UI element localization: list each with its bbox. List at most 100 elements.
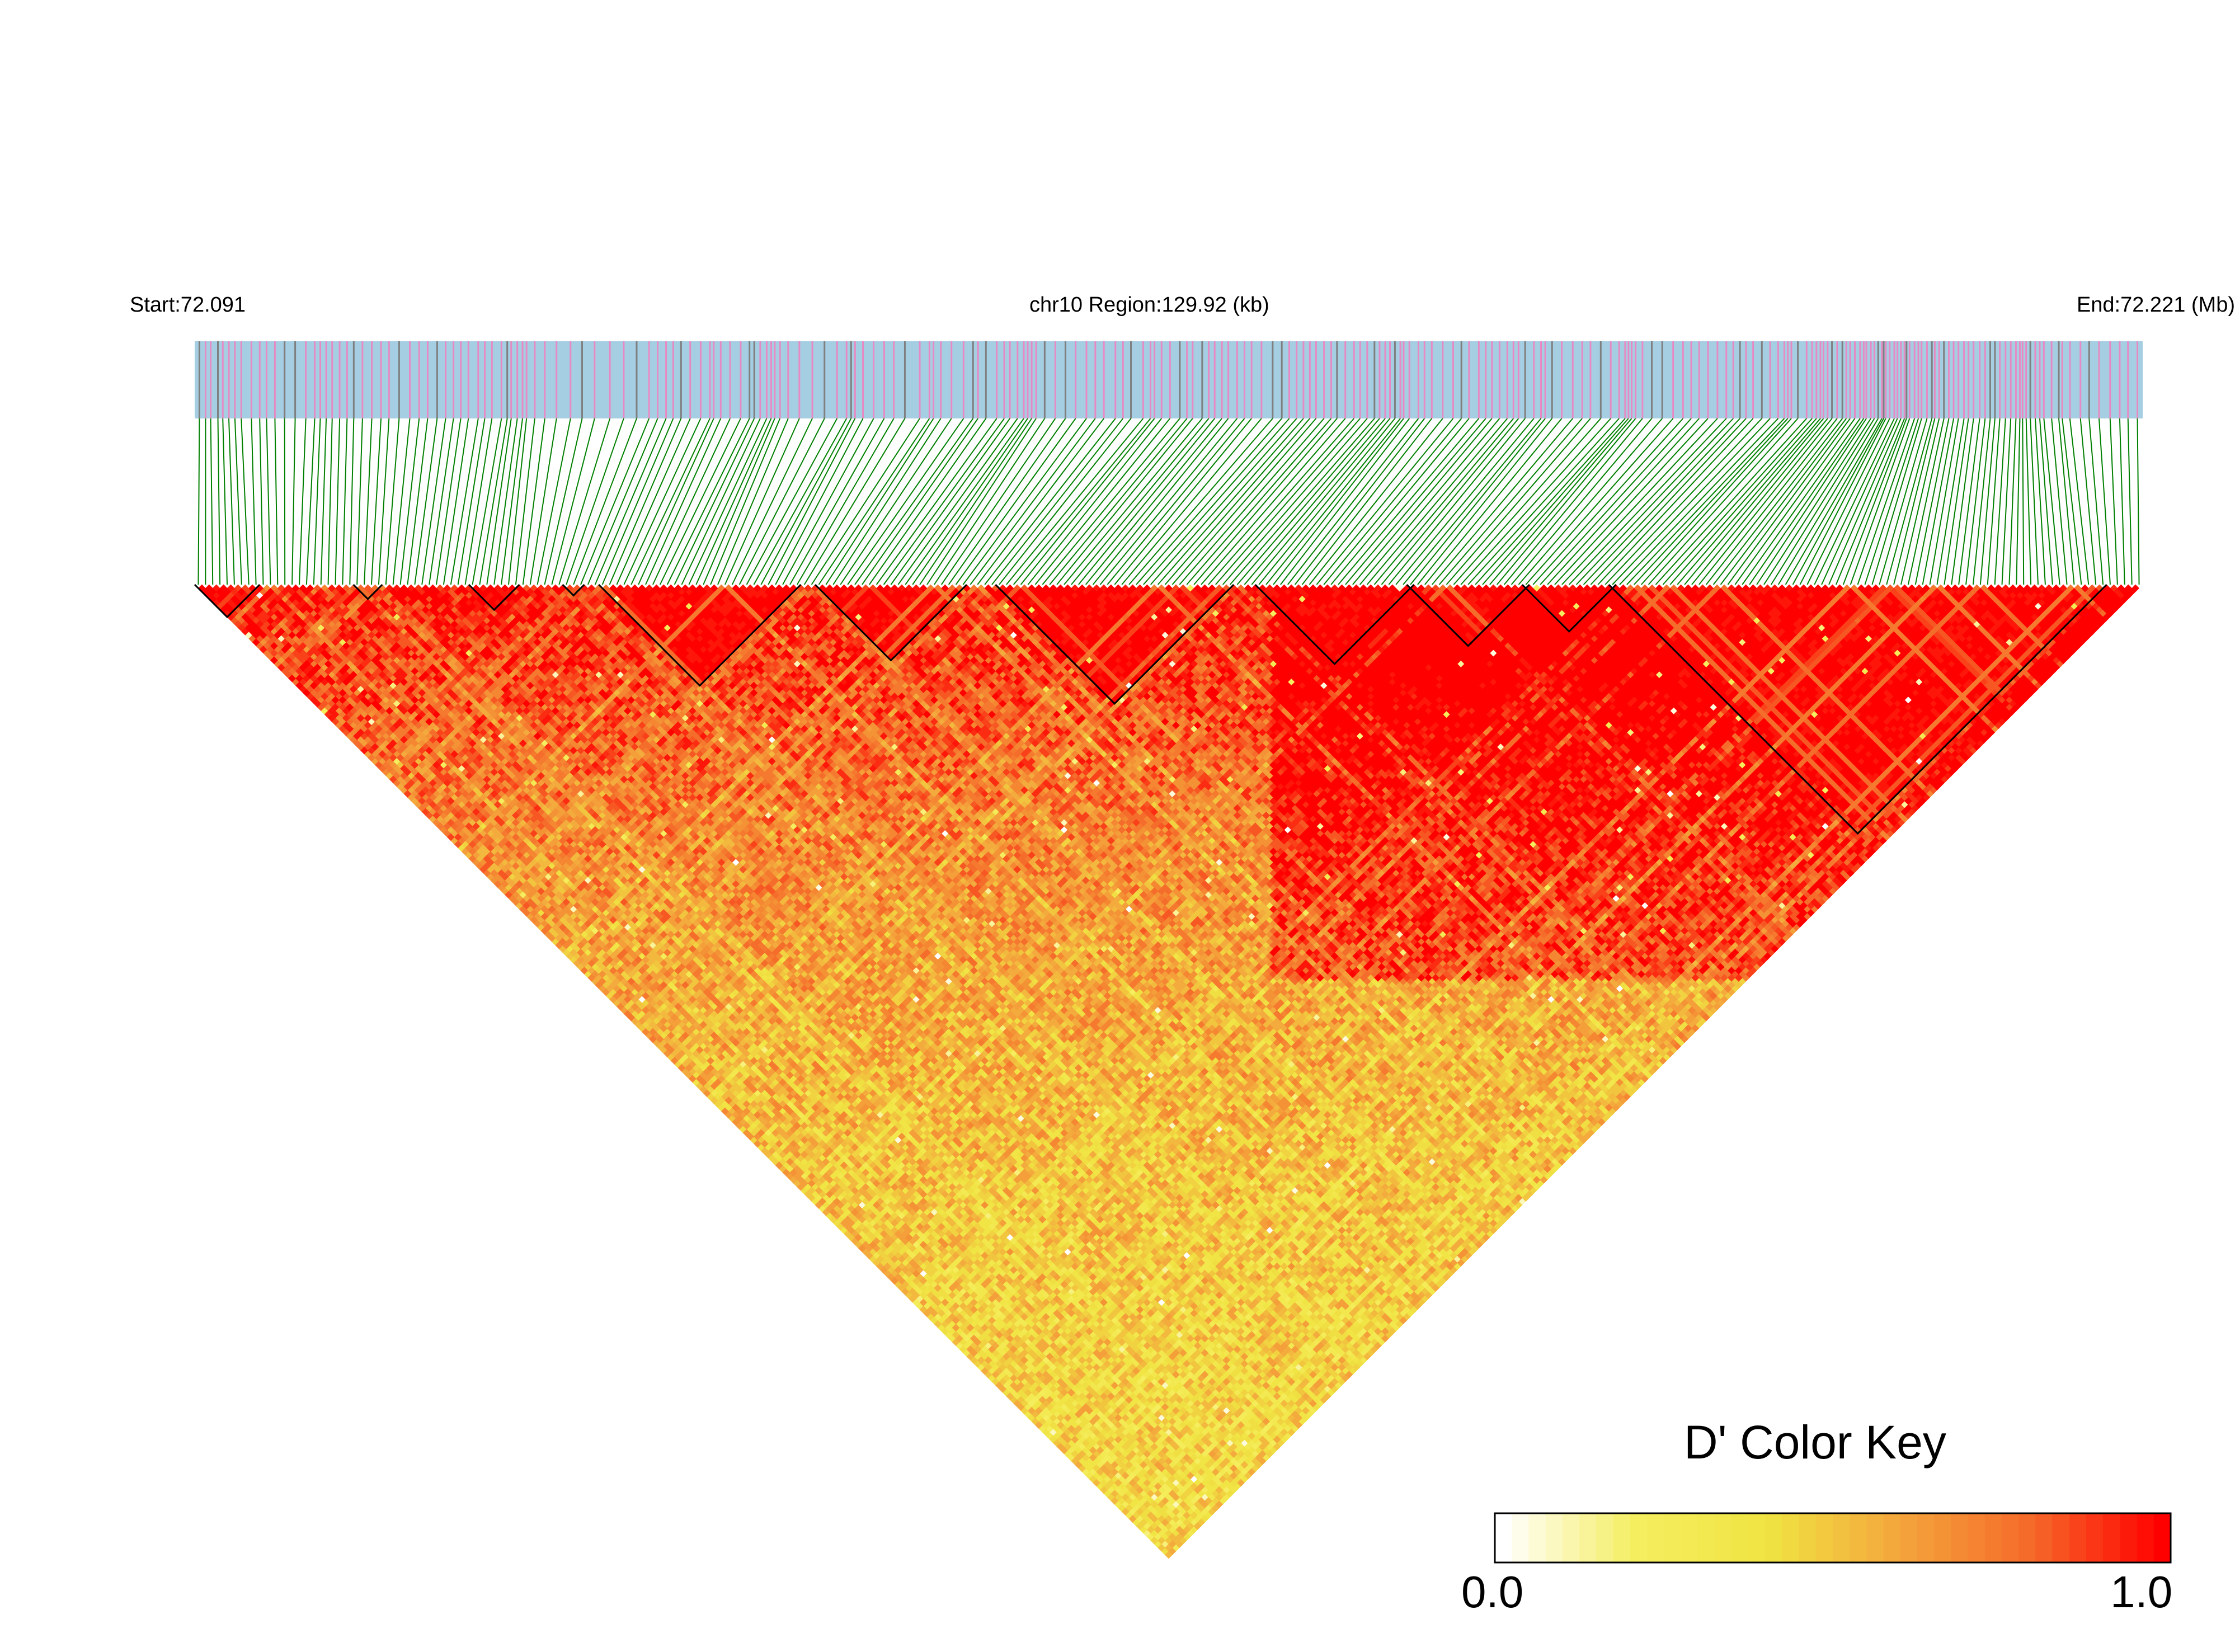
color-key-title: D' Color Key [1684,1416,1946,1469]
snp-connector [2127,418,2133,585]
snp-connector [977,418,1104,585]
snp-connector [1215,418,1361,585]
color-key-cell [1613,1513,1631,1562]
snp-connector [364,418,373,585]
snp-connector [1777,418,1879,585]
snp-connector [1763,418,1871,585]
snp-connector [1871,418,1922,585]
ld-block-outline [1521,583,1617,633]
snp-connector [558,418,611,585]
snp-connector [999,418,1132,585]
snp-connector [1338,418,1480,585]
snp-connector [1944,418,1969,585]
snp-connector [1705,418,1838,585]
ld-heatmap-triangle [198,584,2139,1559]
color-key-cell [1799,1513,1817,1562]
color-key-cell [1630,1513,1648,1562]
ld-block-outline [1608,583,2107,835]
snp-connector [2069,418,2090,585]
snp-position-track [195,341,2143,418]
snp-connector [1244,418,1386,585]
ld-block-outline [1254,583,1415,665]
snp-connector [515,418,535,585]
snp-connector [1136,418,1282,585]
snp-connector [1280,418,1410,585]
color-key-cell [1951,1513,1969,1562]
snp-connector [1684,418,1824,585]
snp-connector [1907,418,1945,585]
snp-connector [335,418,341,585]
snp-connector [594,418,667,585]
color-key-cell [1900,1513,1918,1562]
snp-connector [1107,418,1245,585]
snp-connector [760,418,852,585]
color-key-cell [1731,1513,1749,1562]
snp-connector [1879,418,1928,585]
snp-connector [1049,418,1188,585]
snp-connector [501,418,523,585]
snp-connector [1431,418,1573,585]
snp-connector [421,418,446,585]
snp-connector [2119,418,2125,585]
color-key-cell [1748,1513,1766,1562]
snp-connector [1842,418,1907,585]
snp-connector [919,418,1032,585]
snp-connector [378,418,390,585]
snp-connector [370,418,382,585]
snp-connector [2025,418,2032,585]
snp-connector [1085,418,1222,585]
snp-connector [1756,418,1867,585]
snp-connector [775,418,864,585]
snp-connector [1475,418,1626,585]
color-key-cell [1850,1513,1867,1562]
snp-connector [1287,418,1419,585]
snp-connector [695,418,772,585]
snp-connector [934,418,1046,585]
color-key-cell [1866,1513,1884,1562]
snp-connector [1114,418,1252,585]
snp-connector [862,418,978,585]
snp-connector [1258,418,1396,585]
snp-connector [681,418,761,585]
snp-connector [327,418,333,585]
snp-connector [717,418,789,585]
color-key-cell [1833,1513,1851,1562]
snp-track-background [195,341,2143,418]
snp-connector [443,418,469,585]
snp-connector [1554,418,1709,585]
snp-connector [1936,418,1965,585]
snp-connector [1691,418,1828,585]
snp-connector [1828,418,1902,585]
snp-connector [1121,418,1262,585]
color-key-cell [2002,1513,2020,1562]
snp-connector [349,418,355,585]
snp-connector [392,418,411,585]
snp-connector [1655,418,1808,585]
snp-connector [1403,418,1542,585]
snp-connector [825,418,934,585]
snp-connector [638,418,714,585]
snp-connector [266,418,271,585]
snp-connector [738,418,825,585]
snp-connector [305,418,316,585]
snp-connector [616,418,691,585]
ld-block-outline [468,583,520,611]
snp-connector [905,418,1024,585]
snp-connector [587,418,658,585]
snp-connector [1056,418,1193,585]
color-key-gradient [1495,1513,2171,1562]
color-key-cell [1681,1513,1698,1562]
snp-connector [2079,418,2097,585]
snp-connector [1424,418,1563,585]
snp-connector [609,418,682,585]
color-key-cell [1968,1513,1985,1562]
snp-connector [274,418,279,585]
snp-connector [1323,418,1462,585]
snp-track-ticks [198,341,2139,418]
snp-connector [1835,418,1905,585]
ld-block-outline [815,583,967,662]
snp-connector [1561,418,1718,585]
snp-connector [573,418,637,585]
color-key-cell [2018,1513,2036,1562]
